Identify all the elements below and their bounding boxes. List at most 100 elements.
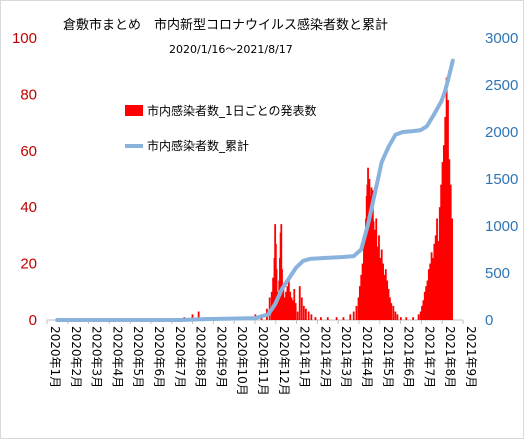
chart-title: 倉敷市まとめ 市内新型コロナウイルス感染者数と累計 (63, 17, 388, 33)
bar (292, 300, 294, 320)
bar (272, 277, 275, 320)
bar (444, 116, 447, 321)
bar (383, 274, 386, 320)
bar (197, 311, 200, 320)
bar (440, 184, 443, 320)
x-tick-label: 2020年10月 (235, 326, 249, 396)
bar (387, 288, 390, 320)
bar (342, 317, 345, 320)
bar (423, 291, 426, 320)
bar (358, 286, 361, 320)
x-tick-label: 2020年5月 (131, 326, 145, 388)
bar (293, 288, 296, 320)
bar (361, 263, 364, 320)
bar (285, 291, 287, 320)
bar (394, 311, 397, 320)
bar (290, 297, 293, 320)
bar (375, 218, 378, 320)
bar (389, 297, 391, 320)
bar (390, 303, 393, 320)
x-tick-label: 2020年3月 (90, 326, 104, 388)
bar (372, 221, 375, 320)
y-left-tick-label: 40 (20, 199, 37, 216)
bar (302, 305, 305, 320)
bar (445, 77, 448, 320)
bar (349, 314, 352, 320)
x-tick-label: 2021年1月 (298, 326, 312, 388)
x-tick-label: 2021年6月 (402, 326, 416, 388)
bar (436, 218, 438, 320)
bar (298, 286, 301, 320)
x-tick-label: 2020年4月 (110, 326, 124, 388)
bar (449, 184, 452, 320)
bar (429, 263, 432, 320)
bar (419, 311, 422, 320)
legend-label-cumulative: 市内感染者数_累計 (147, 138, 249, 153)
y-right-tick-label: 500 (485, 265, 510, 282)
bar (294, 303, 297, 320)
y-right-tick-label: 1500 (485, 171, 518, 188)
bar (412, 317, 415, 320)
legend: 市内感染者数_1日ごとの発表数 市内感染者数_累計 (125, 103, 317, 153)
y-left-tick-label: 60 (20, 143, 37, 160)
bar (447, 100, 449, 320)
bar (355, 305, 358, 320)
bar (304, 308, 307, 320)
bar (357, 297, 360, 320)
bar (286, 286, 289, 320)
x-tick-label: 2021年5月 (381, 326, 395, 388)
bar (422, 300, 425, 320)
bar (437, 241, 440, 320)
x-tick-label: 2020年1月 (48, 326, 62, 388)
bar (320, 317, 322, 320)
y-right-tick-label: 2500 (485, 77, 518, 94)
bar (421, 305, 423, 320)
chart-subtitle: 2020/1/16～2021/8/17 (169, 43, 293, 56)
bar (434, 235, 437, 320)
bar (430, 252, 433, 320)
bar (426, 280, 429, 320)
bar (433, 243, 436, 320)
bar (378, 235, 380, 320)
bar (392, 305, 395, 320)
y-left-tick-label: 20 (20, 256, 37, 273)
x-tick-label: 2020年12月 (277, 326, 291, 396)
y-right-tick-label: 3000 (485, 30, 518, 47)
bar (191, 314, 194, 320)
bar (360, 274, 363, 320)
bar (438, 207, 441, 320)
bar (296, 311, 299, 320)
x-tick-label: 2021年9月 (464, 326, 478, 388)
x-tick-label: 2020年8月 (194, 326, 208, 388)
legend-label-daily: 市内感染者数_1日ごとの発表数 (147, 103, 317, 118)
x-tick-label: 2021年2月 (318, 326, 332, 388)
bar (448, 159, 451, 320)
bar (425, 286, 428, 320)
plot-area: 0204060801000500100015002000250030002020… (12, 30, 518, 396)
bar (427, 269, 430, 320)
x-tick-label: 2020年6月 (152, 326, 166, 388)
cumulative-line (55, 58, 455, 322)
bar (314, 317, 317, 320)
x-tick-label: 2021年4月 (360, 326, 374, 388)
bar (384, 269, 387, 320)
bar (326, 317, 329, 320)
bar (442, 145, 445, 320)
bar (376, 246, 379, 320)
legend-swatch-daily (125, 105, 143, 116)
bar (307, 311, 310, 320)
y-right-tick-label: 0 (485, 312, 493, 329)
bar (380, 249, 383, 320)
x-tick-label: 2021年7月 (422, 326, 436, 388)
bar (373, 229, 376, 320)
x-tick-label: 2020年7月 (173, 326, 187, 388)
x-tick-label: 2020年11月 (256, 326, 270, 396)
bar (417, 314, 420, 320)
bar (287, 280, 290, 320)
y-left-tick-label: 0 (29, 312, 37, 329)
bar (300, 297, 303, 320)
x-tick-label: 2021年3月 (339, 326, 353, 388)
bar (282, 286, 285, 320)
